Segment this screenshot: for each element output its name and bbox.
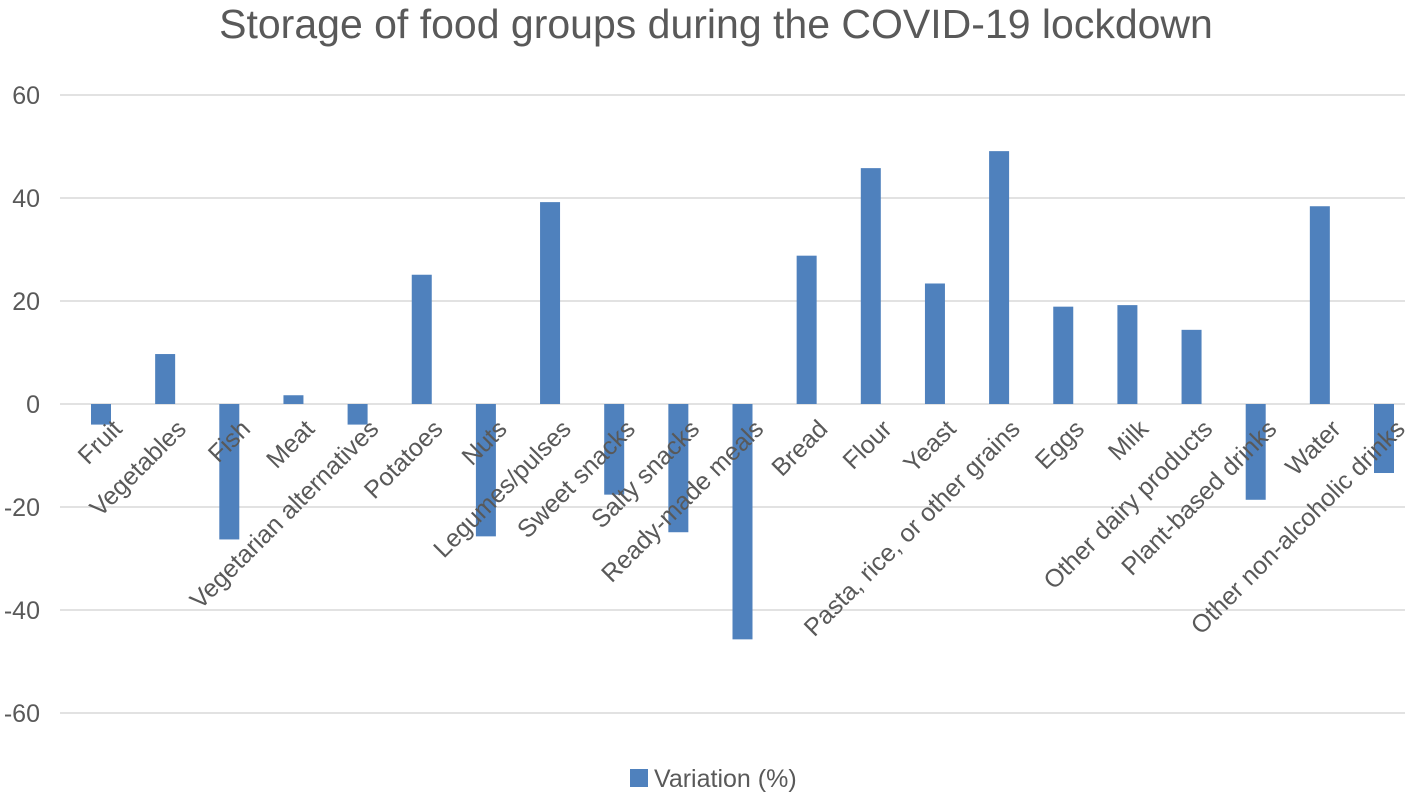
bar [989, 151, 1010, 404]
x-tick-label: Flour [837, 415, 897, 475]
x-tick-label: Milk [1103, 415, 1155, 467]
bar [1374, 404, 1394, 474]
legend-label: Variation (%) [654, 765, 797, 793]
bar [668, 404, 689, 533]
bar [1117, 305, 1138, 404]
bar [1245, 404, 1266, 500]
y-tick-label: -20 [4, 494, 40, 522]
bar [91, 404, 111, 425]
y-tick-label: -60 [4, 700, 40, 728]
bar [732, 404, 753, 640]
bar [219, 404, 240, 540]
x-tick-label: Meat [261, 415, 320, 474]
y-tick-label: 60 [12, 82, 40, 110]
bar [1309, 206, 1330, 404]
chart-title: Storage of food groups during the COVID-… [219, 1, 1213, 47]
x-tick-label: Fish [203, 415, 256, 468]
legend: Variation (%) [630, 765, 797, 793]
y-axis-ticks: 60 40 20 0 -20 -40 -60 [4, 82, 40, 728]
y-tick-label: 0 [26, 391, 40, 419]
bar [924, 283, 945, 404]
bar [283, 395, 304, 404]
bar [155, 354, 176, 404]
bar [604, 404, 625, 495]
bar [475, 404, 496, 537]
bar [1181, 329, 1202, 404]
bars [91, 151, 1394, 640]
bar [860, 168, 881, 404]
bar [540, 202, 561, 404]
bar [796, 255, 817, 404]
x-tick-label: Eggs [1030, 415, 1090, 475]
bar [347, 404, 368, 425]
bar [1053, 306, 1074, 404]
x-tick-label: Bread [766, 415, 833, 482]
x-tick-label: Nuts [456, 415, 512, 471]
y-tick-label: 20 [12, 288, 40, 316]
y-tick-label: -40 [4, 597, 40, 625]
legend-swatch [630, 769, 648, 787]
bar [411, 274, 432, 404]
x-tick-label: Fruit [73, 415, 128, 470]
y-tick-label: 40 [12, 185, 40, 213]
